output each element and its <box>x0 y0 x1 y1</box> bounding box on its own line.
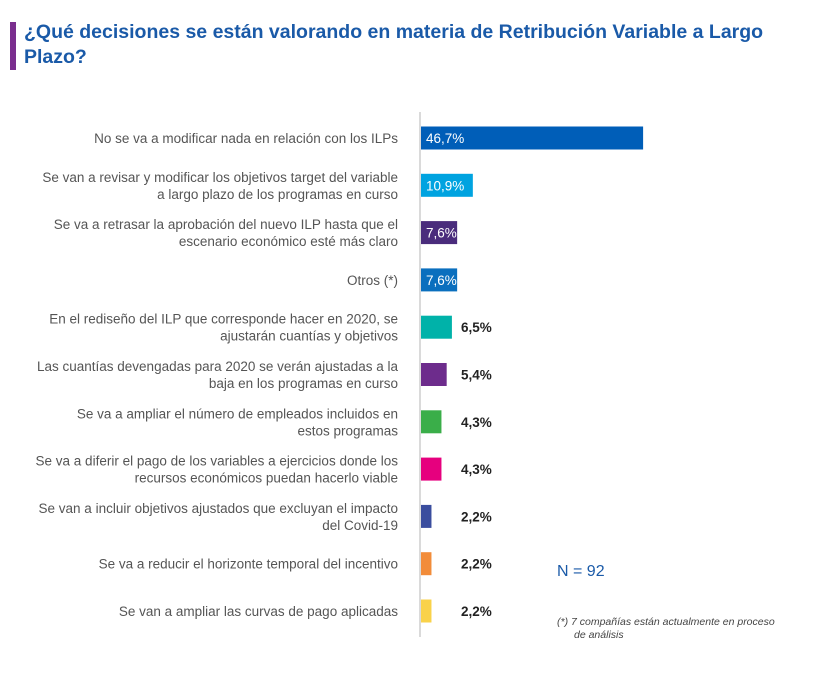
category-label: Se van a ampliar las curvas de pago apli… <box>119 604 398 619</box>
data-label: 5,4% <box>461 368 492 383</box>
bar <box>421 457 442 481</box>
category-label: Se van a revisar y modificar los objetiv… <box>42 170 398 185</box>
data-label: 7,6% <box>426 226 457 241</box>
data-label: 2,2% <box>461 557 492 572</box>
category-label: Se va a reducir el horizonte temporal de… <box>99 557 398 572</box>
data-label: 2,2% <box>461 509 492 524</box>
bar <box>421 315 452 339</box>
bar <box>421 126 644 150</box>
category-label: baja en los programas en curso <box>209 376 398 391</box>
data-label: 46,7% <box>426 131 464 146</box>
bar <box>421 552 432 576</box>
bar <box>421 173 473 197</box>
category-label: Se va a retrasar la aprobación del nuevo… <box>54 217 398 232</box>
bar <box>421 410 442 434</box>
category-label: a largo plazo de los programas en curso <box>157 187 398 202</box>
category-label: ajustarán cuantías y objetivos <box>220 329 398 344</box>
bar <box>421 268 458 292</box>
footnote: (*) 7 compañías están actualmente en pro… <box>557 616 807 642</box>
bar <box>421 363 447 386</box>
category-label: escenario económico esté más claro <box>179 234 398 249</box>
bar <box>421 504 432 528</box>
category-label: Se van a incluir objetivos ajustados que… <box>39 501 398 516</box>
category-label: estos programas <box>297 423 398 438</box>
category-label: Se va a diferir el pago de los variables… <box>36 454 399 469</box>
category-label: No se va a modificar nada en relación co… <box>94 131 398 146</box>
footnote-line-1: (*) 7 compañías están actualmente en pro… <box>557 616 775 628</box>
footnote-line-2: de análisis <box>574 629 624 641</box>
category-label: Las cuantías devengadas para 2020 se ver… <box>37 359 398 374</box>
data-label: 4,3% <box>461 415 492 430</box>
category-label: del Covid-19 <box>322 518 398 533</box>
category-label: En el rediseño del ILP que corresponde h… <box>49 312 398 327</box>
data-label: 6,5% <box>461 320 492 335</box>
data-label: 4,3% <box>461 462 492 477</box>
chart-title: ¿Qué decisiones se están valorando en ma… <box>24 21 764 68</box>
category-label: recursos económicos puedan hacerlo viabl… <box>135 471 398 486</box>
sample-size-label: N = 92 <box>557 563 605 580</box>
category-label: Se va a ampliar el número de empleados i… <box>77 406 398 421</box>
bar <box>421 221 458 245</box>
data-label: 7,6% <box>426 273 457 288</box>
title-accent-bar <box>10 22 16 70</box>
data-label: 10,9% <box>426 178 464 193</box>
category-label: Otros (*) <box>347 273 398 288</box>
bar <box>421 599 432 623</box>
data-label: 2,2% <box>461 604 492 619</box>
